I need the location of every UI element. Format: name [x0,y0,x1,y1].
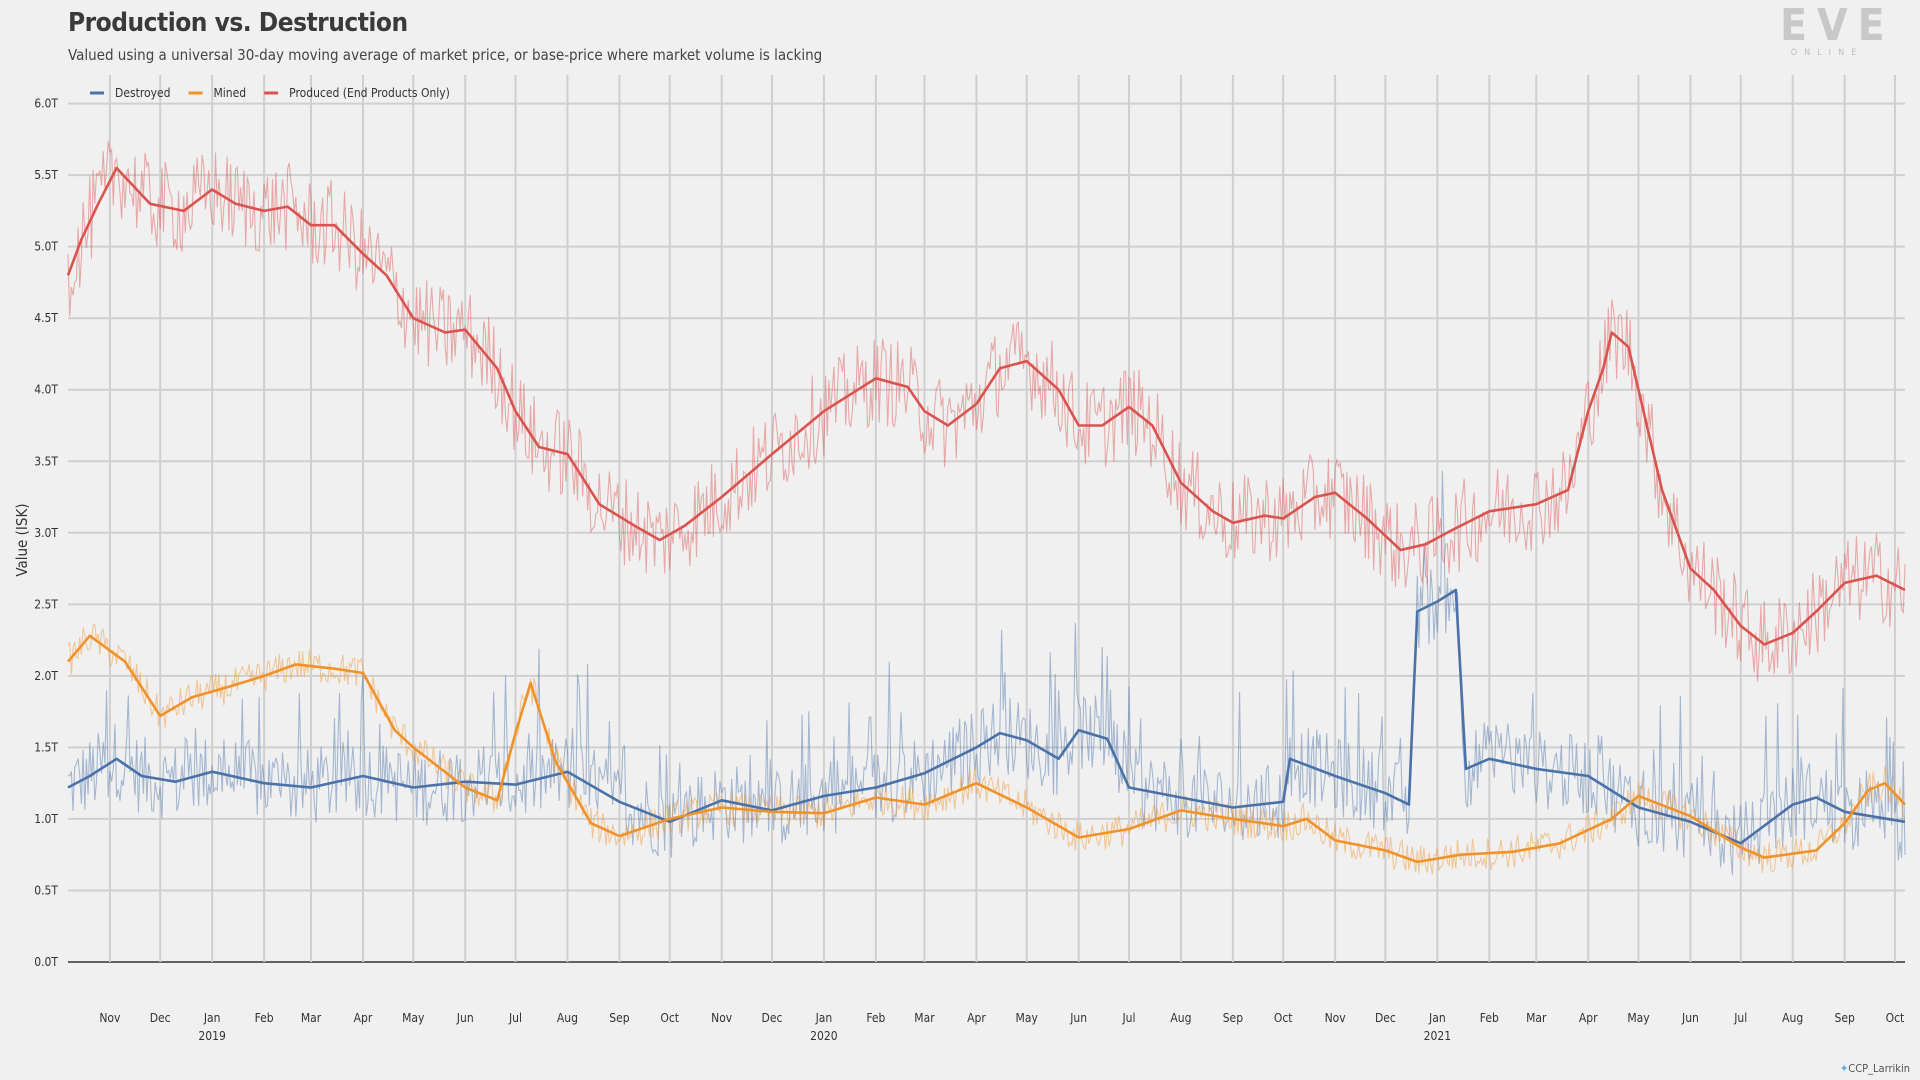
y-tick-label: 3.5T [34,454,58,468]
x-tick-year-label: 2020 [810,1029,838,1043]
x-tick-label: Dec [150,1011,171,1025]
x-tick-label: Jun [1681,1011,1699,1025]
x-tick-label: Jul [508,1011,522,1025]
x-tick-label: Sep [609,1011,630,1025]
y-tick-label: 1.0T [34,812,58,826]
x-tick-label: Feb [1480,1011,1499,1025]
y-tick-label: 5.0T [34,240,58,254]
x-tick-label: May [402,1011,425,1025]
x-tick-label: Mar [301,1011,322,1025]
x-tick-label: Oct [1274,1011,1293,1025]
x-tick-label: Apr [1579,1011,1598,1025]
legend-label: Mined [213,86,246,100]
x-tick-label: Jun [1069,1011,1087,1025]
chart-title: Production vs. Destruction [68,8,408,38]
x-tick-label: Apr [354,1011,373,1025]
logo-main-text: EVE [1780,0,1895,51]
logo-sub-text: ONLINE [1790,48,1864,58]
x-tick-label: Sep [1834,1011,1855,1025]
x-tick-label: Sep [1223,1011,1244,1025]
trend-line-produced [66,166,1906,646]
x-tick-label: Jan [815,1011,833,1025]
legend-label: Destroyed [115,86,170,100]
daily-line-mined [67,623,1906,875]
legend-label: Produced (End Products Only) [289,86,450,100]
x-tick-label: Mar [1526,1011,1547,1025]
chart-subtitle: Valued using a universal 30-day moving a… [68,46,823,64]
x-tick-label: Dec [1375,1011,1396,1025]
x-tick-label: Feb [255,1011,274,1025]
y-tick-label: 4.5T [34,311,58,325]
x-tick-label: Nov [1325,1011,1347,1025]
trend-line-destroyed [67,588,1906,845]
y-tick-label: 1.5T [34,740,58,754]
x-tick-label: Jan [1428,1011,1446,1025]
x-axis-ticks: Nov Dec Jan 2019 Feb Mar Apr May Jun Jul Aug Sep Oct… [99,1011,1904,1043]
y-tick-label: 4.0T [34,383,58,397]
y-tick-label: 2.0T [34,669,58,683]
daily-series-lines [67,140,1906,876]
x-tick-year-label: 2019 [198,1029,226,1043]
x-tick-label: Aug [557,1011,578,1025]
y-tick-label: 0.5T [34,883,58,897]
y-tick-label: 0.0T [34,955,58,969]
eve-online-logo: EVE ONLINE [1780,0,1895,60]
x-tick-label: Jun [456,1011,474,1025]
twitter-bird-icon: ✦ [1840,1062,1849,1075]
daily-line-destroyed [67,470,1906,876]
y-axis-label: Value (ISK) [13,503,31,576]
x-tick-label: Aug [1170,1011,1191,1025]
trend-line-mined [67,634,1906,864]
y-tick-label: 6.0T [34,97,58,111]
daily-line-produced [67,140,1906,682]
y-tick-label: 2.5T [34,597,58,611]
trend-series-lines [66,166,1906,864]
legend: Destroyed Mined Produced (End Products Onl… [90,86,450,100]
credit-handle: CCP_Larrikin [1848,1062,1911,1075]
x-tick-label: Feb [866,1011,885,1025]
x-tick-label: Jul [1733,1011,1747,1025]
x-tick-label: Mar [914,1011,935,1025]
x-tick-year-label: 2021 [1424,1029,1451,1043]
x-tick-label: Aug [1782,1011,1803,1025]
x-tick-label: Oct [1886,1011,1905,1025]
x-tick-label: Dec [762,1011,783,1025]
x-tick-label: May [1016,1011,1039,1025]
y-axis-ticks: 0.0T 0.5T 1.0T 1.5T 2.0T 2.5T 3.0T 3.5T 4.0T 4.5T… [34,97,58,969]
x-tick-label: Jul [1121,1011,1135,1025]
y-tick-label: 3.0T [34,526,58,540]
x-tick-label: Jan [203,1011,221,1025]
x-tick-label: Apr [967,1011,986,1025]
author-credit: ✦CCP_Larrikin [1840,1062,1910,1075]
x-tick-label: May [1627,1011,1650,1025]
y-tick-label: 5.5T [34,168,58,182]
x-tick-label: Oct [660,1011,679,1025]
x-tick-label: Nov [711,1011,733,1025]
x-tick-label: Nov [99,1011,121,1025]
